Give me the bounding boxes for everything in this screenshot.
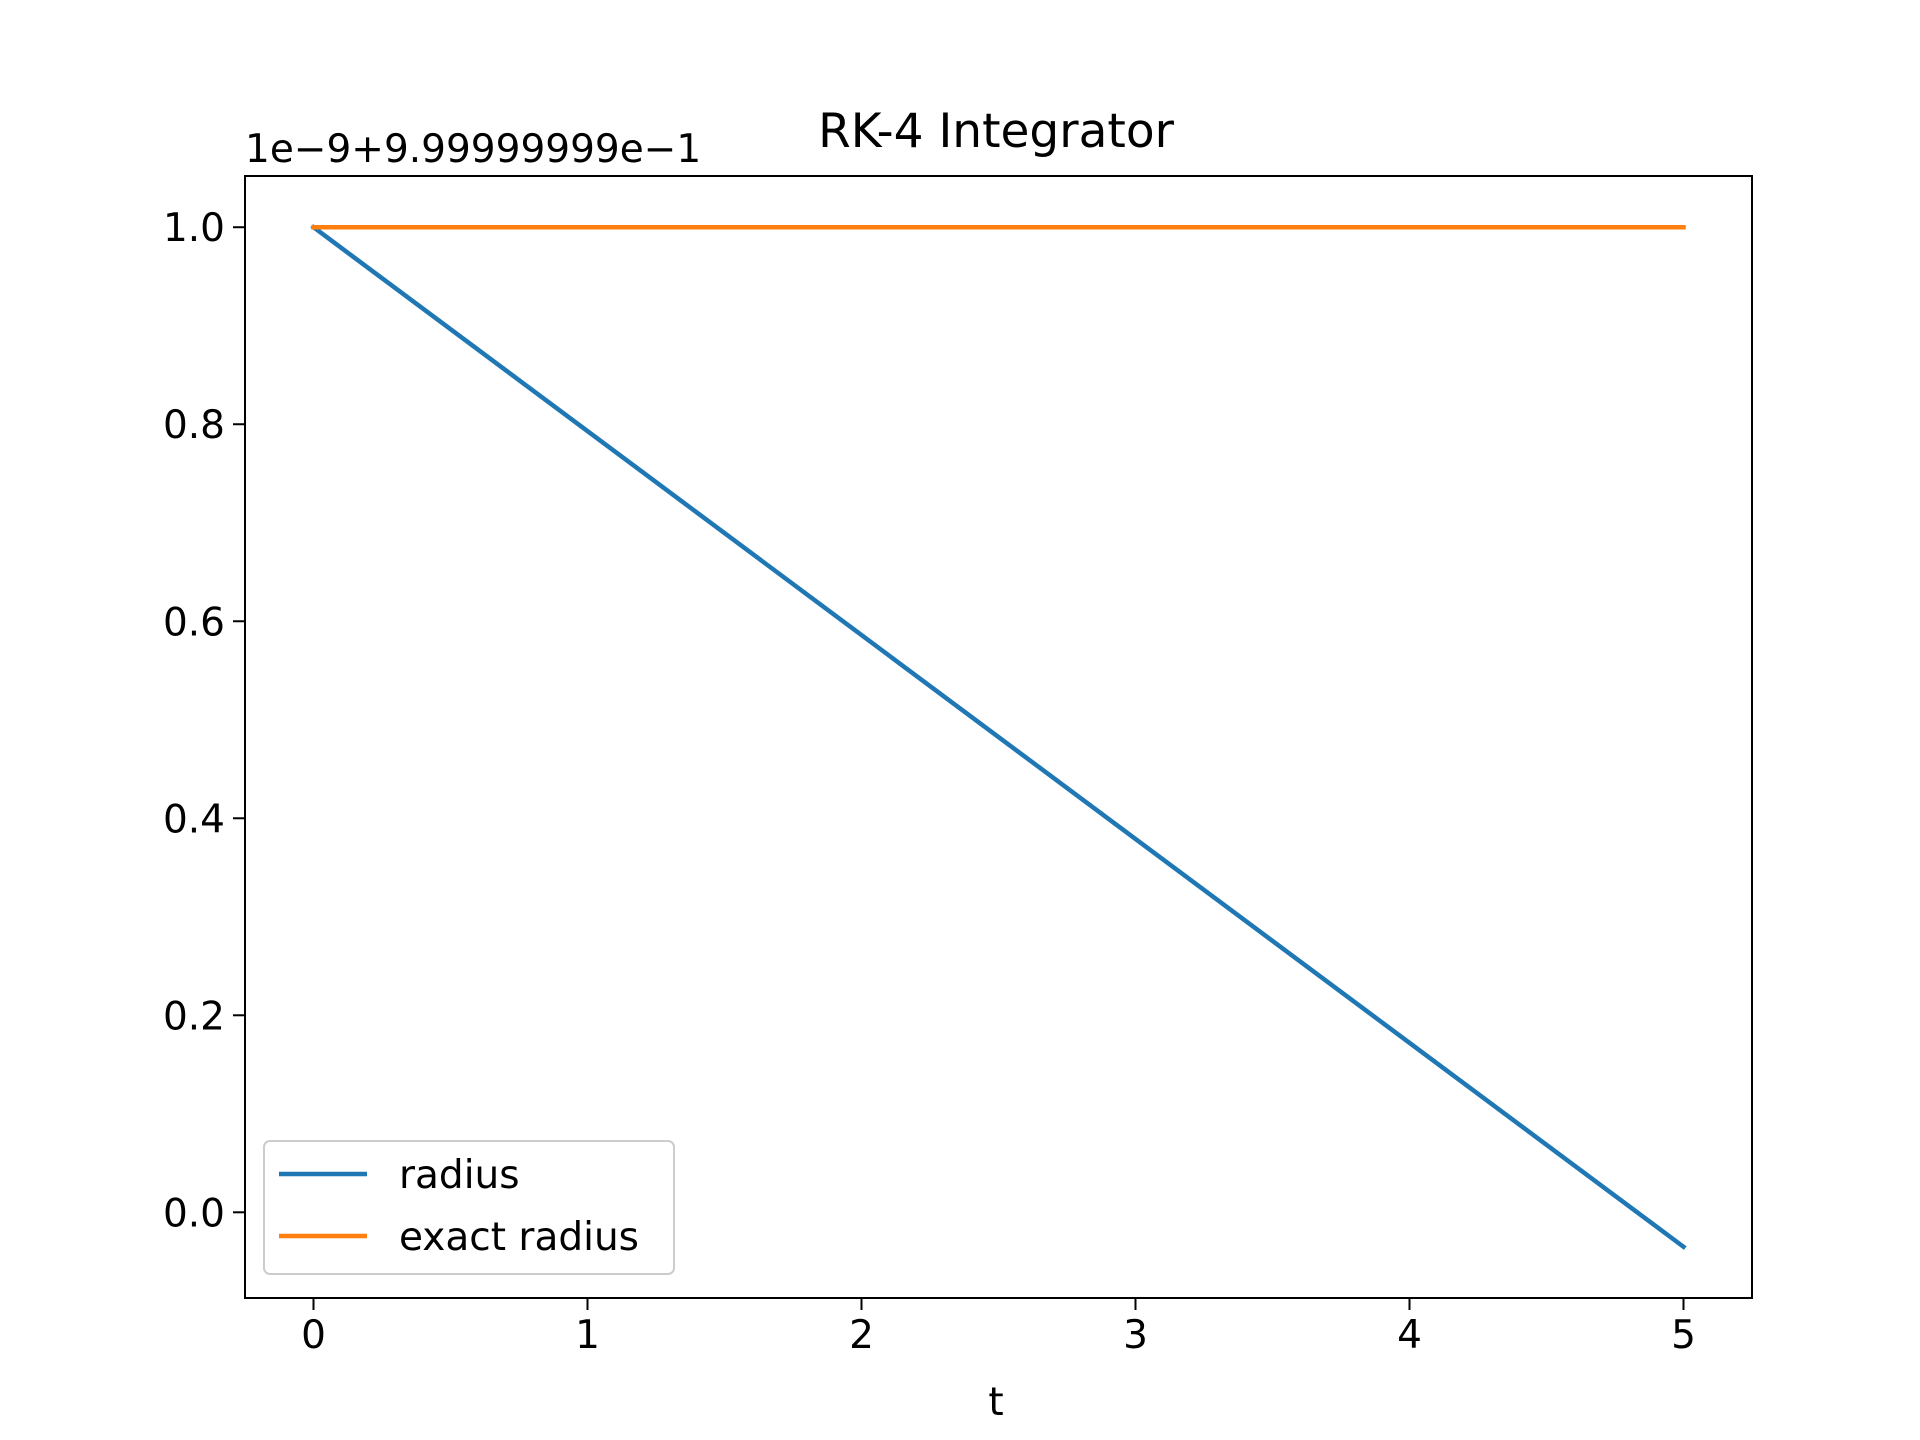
- legend: radius exact radius: [263, 1140, 675, 1275]
- series-layer: [310, 224, 1687, 1250]
- y-tick-label: 0.0: [163, 1191, 225, 1236]
- y-tick-label: 0.6: [163, 600, 225, 645]
- y-tick-label: 1.0: [163, 206, 225, 251]
- x-tick-label: 0: [301, 1313, 326, 1358]
- x-tick-label: 4: [1397, 1313, 1422, 1358]
- x-axis: 0 1 2 3 4 5: [301, 1298, 1696, 1358]
- y-axis: 0.0 0.2 0.4 0.6 0.8 1.0: [163, 206, 245, 1236]
- legend-label-0: radius: [399, 1153, 520, 1198]
- legend-entries: radius exact radius: [279, 1153, 639, 1260]
- x-tick-label: 2: [849, 1313, 874, 1358]
- y-offset-label: 1e−9+9.99999999e−1: [245, 127, 701, 172]
- y-tick-label: 0.2: [163, 994, 225, 1039]
- plot-border: [244, 175, 1753, 1299]
- chart-title: RK-4 Integrator: [818, 104, 1174, 159]
- x-axis-label: t: [988, 1380, 1003, 1425]
- x-tick-label: 5: [1671, 1313, 1696, 1358]
- legend-label-1: exact radius: [399, 1215, 639, 1260]
- plot-area: [244, 175, 1753, 1299]
- series-line-0: [310, 224, 1687, 1250]
- x-tick-label: 3: [1123, 1313, 1148, 1358]
- x-tick-label: 1: [575, 1313, 600, 1358]
- y-tick-label: 0.8: [163, 403, 225, 448]
- y-tick-label: 0.4: [163, 797, 225, 842]
